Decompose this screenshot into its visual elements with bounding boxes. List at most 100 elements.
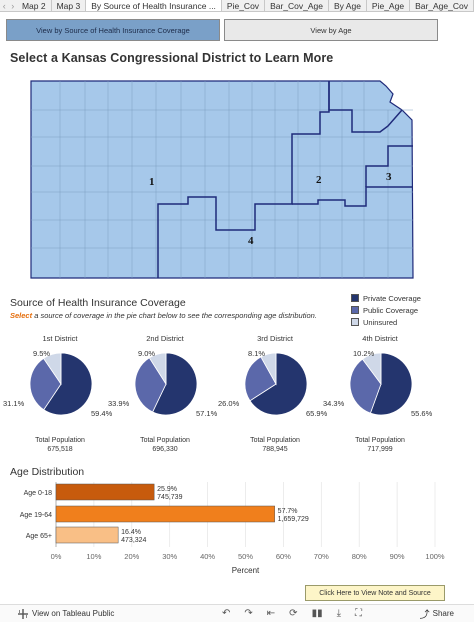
- x-tick-label: 100%: [425, 552, 445, 561]
- x-tick-label: 80%: [352, 552, 367, 561]
- pie-label-public: 33.9%: [108, 399, 130, 408]
- x-tick-label: 0%: [51, 552, 62, 561]
- pie-district-4[interactable]: 4th District 55.6% 34.3% 10.2% Total Populat…: [323, 334, 435, 454]
- pie-slice-private[interactable]: [369, 352, 413, 416]
- total-population: Total Population 788,945: [220, 436, 330, 454]
- total-population-label: Total Population: [140, 437, 190, 444]
- view-by-age-button[interactable]: View by Age: [224, 19, 438, 41]
- age-bar[interactable]: [55, 505, 275, 523]
- legend-swatch-public: [351, 306, 359, 314]
- legend-label-private: Private Coverage: [363, 293, 421, 303]
- total-population-label: Total Population: [355, 437, 405, 444]
- coverage-instruction: Select a source of coverage in the pie c…: [10, 311, 317, 320]
- age-category-label: Age 65+: [26, 533, 52, 540]
- tab-by-source[interactable]: By Source of Health Insurance ...: [86, 0, 222, 11]
- x-tick-label: 20%: [124, 552, 139, 561]
- pie-slice-uninsured[interactable]: [361, 352, 382, 386]
- legend-swatch-private: [351, 294, 359, 302]
- x-tick-label: 70%: [314, 552, 329, 561]
- pie-title: 4th District: [362, 334, 398, 343]
- tab-pie-cov[interactable]: Pie_Cov: [221, 0, 266, 11]
- pie-slice-public[interactable]: [244, 356, 277, 402]
- pause-icon[interactable]: ▮▮: [311, 608, 323, 619]
- coverage-legend: Private Coverage Public Coverage Uninsur…: [351, 292, 421, 328]
- sheet-tab-bar: ‹ › Map 2 Map 3 By Source of Health Insu…: [0, 0, 474, 12]
- pie-label-private: 59.4%: [91, 409, 113, 418]
- district-label-4[interactable]: 4: [248, 235, 254, 247]
- age-distribution-chart[interactable]: 0% 10% 20% 30% 40% 50% 60% 70% 80% 90% 100% Age 0-1…: [0, 480, 474, 580]
- pie-label-uninsured: 9.5%: [33, 349, 51, 358]
- district-label-2[interactable]: 2: [316, 174, 322, 186]
- undo-icon[interactable]: ↶: [222, 608, 231, 619]
- revert-icon[interactable]: ⇤: [266, 608, 276, 619]
- age-bar[interactable]: [55, 526, 119, 544]
- pie-slice-public[interactable]: [29, 357, 62, 411]
- x-tick-label: 40%: [200, 552, 215, 561]
- view-note-source-button[interactable]: Click Here to View Note and Source: [305, 585, 445, 601]
- pie-label-uninsured: 9.0%: [138, 349, 156, 358]
- tab-bar-cov-age[interactable]: Bar_Cov_Age: [265, 0, 329, 11]
- x-axis-title: Percent: [232, 566, 260, 575]
- pie-district-2[interactable]: 2nd District 57.1% 33.9% 9.0% Total Populati…: [108, 334, 220, 454]
- age-category-label: Age 0-18: [24, 490, 53, 497]
- pie-slice-public[interactable]: [349, 358, 382, 414]
- tab-map-3[interactable]: Map 3: [51, 0, 87, 11]
- pie-slice-public[interactable]: [134, 357, 167, 413]
- view-by-source-button[interactable]: View by Source of Health Insurance Cover…: [6, 19, 220, 41]
- age-distribution-title: Age Distribution: [10, 466, 85, 478]
- total-population-label: Total Population: [250, 437, 300, 444]
- tab-scroll-right-icon[interactable]: ›: [11, 0, 15, 11]
- view-on-tableau-link[interactable]: View on Tableau Public: [18, 608, 114, 619]
- pie-slice-uninsured[interactable]: [260, 352, 277, 386]
- tab-by-age[interactable]: By Age: [328, 0, 367, 11]
- redo-icon[interactable]: ↷: [244, 608, 253, 619]
- pie-slice-uninsured[interactable]: [148, 352, 167, 386]
- tab-bar-age-cov[interactable]: Bar_Age_Cov: [410, 0, 474, 11]
- instruction-select-word: Select: [10, 311, 33, 320]
- share-icon: ⤴: [419, 610, 430, 621]
- pie-label-public: 26.0%: [218, 399, 240, 408]
- age-bar-percent-label: 25.9%: [157, 486, 177, 493]
- pie-chart[interactable]: [110, 344, 220, 428]
- x-tick-label: 30%: [162, 552, 177, 561]
- age-bar-count-label: 473,324: [121, 537, 146, 544]
- pie-slice-private[interactable]: [249, 352, 308, 416]
- total-population-value: 696,330: [152, 446, 178, 453]
- pie-chart[interactable]: [5, 344, 115, 428]
- pie-label-public: 34.3%: [323, 399, 345, 408]
- age-bar-percent-label: 57.7%: [278, 508, 298, 515]
- x-tick-label: 50%: [238, 552, 253, 561]
- legend-item-public[interactable]: Public Coverage: [351, 304, 421, 316]
- pie-slice-private[interactable]: [43, 352, 93, 416]
- tab-map-2[interactable]: Map 2: [16, 0, 52, 11]
- share-button[interactable]: ⤴ Share: [420, 606, 454, 621]
- total-population-value: 675,518: [47, 446, 73, 453]
- age-bar[interactable]: [55, 483, 155, 501]
- pie-chart[interactable]: [325, 344, 435, 428]
- tab-scroll-left-icon[interactable]: ‹: [2, 0, 6, 11]
- share-label: Share: [432, 609, 454, 618]
- total-population: Total Population 696,330: [110, 436, 220, 454]
- pie-slice-private[interactable]: [152, 352, 198, 416]
- pie-chart[interactable]: [220, 344, 330, 428]
- total-population-label: Total Population: [35, 437, 85, 444]
- age-category-label: Age 19-64: [20, 512, 52, 519]
- pie-district-3[interactable]: 3rd District 65.9% 26.0% 8.1% Total Populati…: [218, 334, 330, 454]
- pie-slice-uninsured[interactable]: [43, 352, 62, 386]
- x-tick-label: 60%: [276, 552, 291, 561]
- pie-label-uninsured: 8.1%: [248, 349, 266, 358]
- district-label-3[interactable]: 3: [386, 171, 392, 183]
- legend-item-private[interactable]: Private Coverage: [351, 292, 421, 304]
- fullscreen-icon[interactable]: ⛶: [355, 608, 362, 619]
- tab-pie-age[interactable]: Pie_Age: [366, 0, 411, 11]
- refresh-icon[interactable]: ⟳: [289, 608, 298, 619]
- pie-title: 3rd District: [257, 334, 293, 343]
- download-icon[interactable]: ⤓: [336, 608, 341, 619]
- pie-district-1[interactable]: 1st District 59.4% 31.1% 9.5% Total Populati…: [3, 334, 115, 454]
- district-label-1[interactable]: 1: [149, 176, 155, 188]
- age-bar-count-label: 1,659,729: [278, 516, 309, 523]
- legend-swatch-uninsured: [351, 318, 359, 326]
- kansas-district-map[interactable]: 1 2 3 4: [30, 80, 415, 280]
- page-title: Select a Kansas Congressional District t…: [10, 51, 334, 65]
- legend-item-uninsured[interactable]: Uninsured: [351, 316, 421, 328]
